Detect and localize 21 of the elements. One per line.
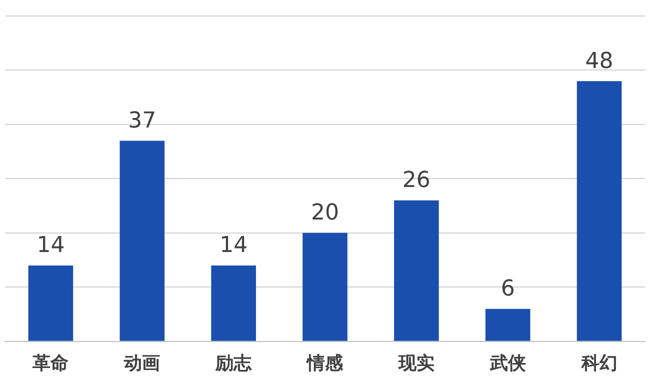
data-label: 37 (128, 108, 156, 134)
bar (28, 265, 74, 341)
data-label: 6 (500, 276, 515, 302)
x-tick-label: 革命 (32, 352, 69, 374)
bar (576, 81, 622, 341)
bar (211, 265, 256, 341)
bar (485, 308, 530, 341)
x-tick-label: 现实 (397, 352, 434, 374)
data-label: 14 (36, 233, 65, 258)
x-tick-label: 励志 (214, 352, 253, 374)
data-label: 48 (585, 48, 614, 74)
data-label: 14 (220, 233, 248, 258)
data-label: 20 (311, 200, 339, 226)
x-tick-label: 科幻 (580, 352, 618, 374)
data-label: 26 (402, 168, 430, 194)
x-tick-label: 动画 (123, 352, 160, 374)
bar (302, 232, 348, 341)
bar (394, 200, 439, 341)
x-tick-label: 情感 (306, 352, 344, 374)
bar (120, 140, 165, 341)
x-tick-label: 武侠 (488, 352, 526, 374)
